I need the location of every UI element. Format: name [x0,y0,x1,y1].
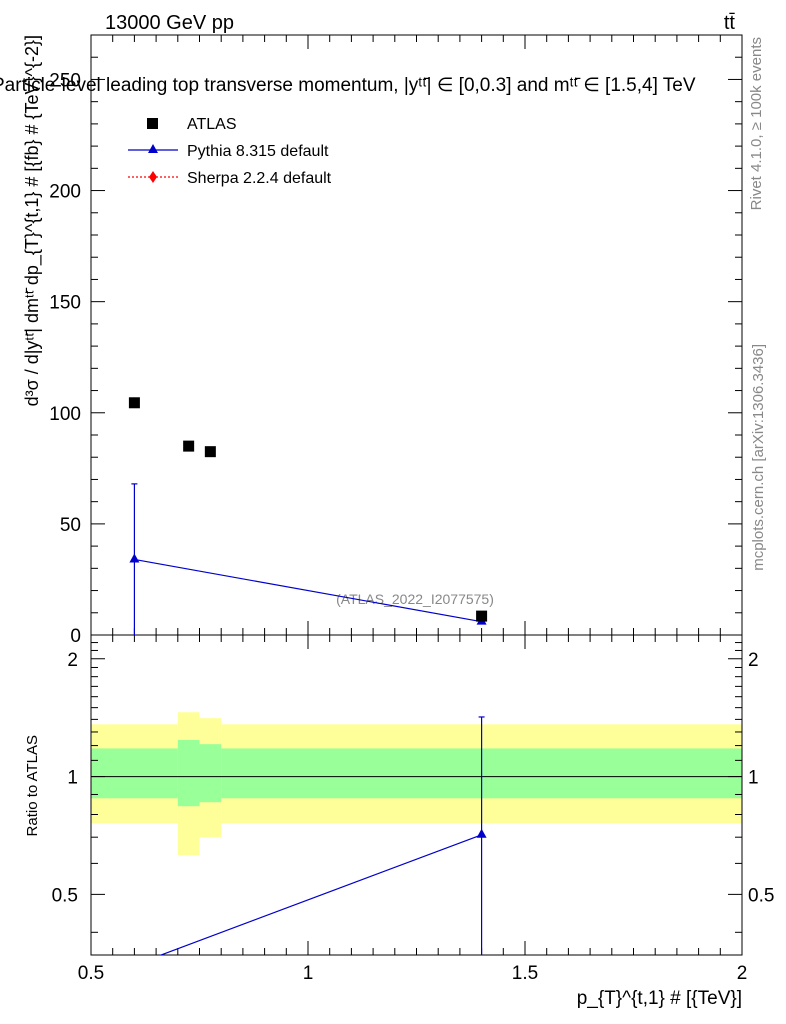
ratio-pythia-point [129,959,139,968]
legend-atlas-marker [147,118,158,129]
main-axes: 0 50 100 150 200 250 [49,35,743,647]
atlas-point [204,446,216,458]
ratio-x-tick-label: 0.5 [78,963,104,984]
ratio-y-tick-label-left: 0.5 [52,885,78,906]
analysis-watermark: (ATLAS_2022_I2077575) [336,591,494,607]
legend-atlas-label: ATLAS [187,116,237,133]
ratio-y-tick-label-left: 1 [67,768,78,789]
rivet-version-text: Rivet 4.1.0, ≥ 100k events [748,37,765,210]
x-axis-label: p_{T}^{t,1} # [{TeV}] [577,988,742,1009]
ratio-y-tick-label-right: 1 [748,768,759,789]
atlas-point [476,610,488,622]
plot-title: Particle-level leading top transverse mo… [0,75,696,96]
mcplots-credit-text: mcplots.cern.ch [arXiv:1306.3436] [750,344,767,571]
legend-sherpa-label: Sherpa 2.2.4 default [187,170,332,187]
main-series [128,397,488,635]
ratio-uncertainty-bands [91,712,742,856]
band-inner-0 [91,748,178,799]
ratio-series [129,716,487,968]
main-y-tick-label: 250 [49,70,81,91]
ratio-pythia-point [476,828,487,838]
atlas-point [128,397,140,409]
header-right: tt̄ [724,12,736,34]
ratio-y-axis-label: Ratio to ATLAS [24,735,41,836]
ratio-y-tick-label-right: 0.5 [748,885,774,906]
band-inner-1 [177,740,200,807]
main-y-tick-label: 0 [70,626,81,647]
main-y-tick-label: 150 [49,293,81,314]
main-y-tick-label: 200 [49,182,81,203]
main-y-tick-label: 100 [49,404,81,425]
ratio-x-tick-label: 1.5 [512,963,538,984]
legend: ATLAS Pythia 8.315 default Sherpa 2.2.4 … [128,116,332,187]
main-y-axis-label: d³σ / d|yᵗᵗ̄| dmᵗᵗ̄ dp_{T}^{t,1} # [{fb}… [22,35,43,406]
ratio-y-tick-label-right: 2 [748,650,759,671]
ratio-x-tick-label: 2 [737,963,748,984]
ratio-y-tick-label-left: 2 [67,650,78,671]
ratio-pythia-line [159,834,482,955]
atlas-point [183,440,195,452]
legend-pythia-label: Pythia 8.315 default [187,143,329,160]
ratio-x-tick-label: 1 [303,963,314,984]
legend-sherpa-marker [149,171,157,183]
band-inner-2 [199,744,222,803]
pythia-line [134,558,482,623]
legend-pythia-marker [148,144,158,153]
header-left: 13000 GeV pp [105,12,234,34]
pythia-point [129,553,140,563]
main-y-tick-label: 50 [60,515,81,536]
